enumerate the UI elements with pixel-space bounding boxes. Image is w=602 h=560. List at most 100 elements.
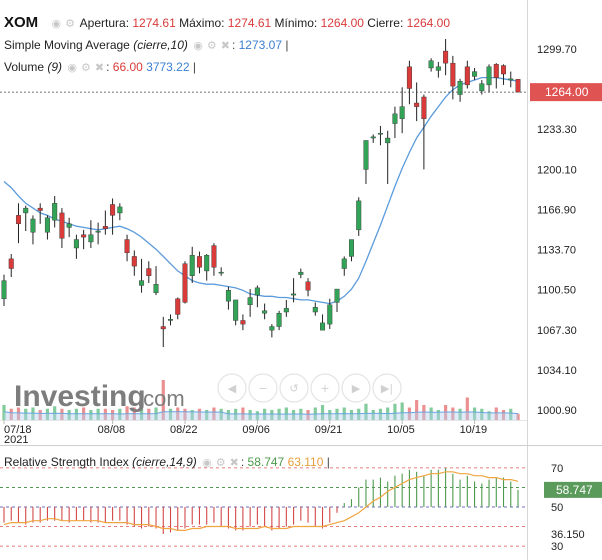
candle xyxy=(493,63,499,89)
candle xyxy=(15,203,21,244)
candle xyxy=(44,215,50,240)
close-icon[interactable]: ✖ xyxy=(220,40,230,52)
candle xyxy=(486,64,492,93)
candle xyxy=(356,197,362,236)
close-icon[interactable]: ✖ xyxy=(94,62,105,74)
zoom-in-icon[interactable]: + xyxy=(310,373,340,403)
candle xyxy=(515,79,521,93)
candle xyxy=(175,297,181,320)
candle-body xyxy=(450,62,456,87)
volume-bar xyxy=(320,405,325,420)
candle-body xyxy=(428,60,434,69)
candle-body xyxy=(117,206,123,214)
candle-body xyxy=(262,310,268,314)
gear-icon[interactable]: ⚙ xyxy=(81,62,91,74)
volume-bar xyxy=(364,403,368,420)
volume-bar xyxy=(451,407,455,420)
volume-bar xyxy=(24,408,28,420)
candle-body xyxy=(472,71,478,77)
candle xyxy=(428,58,434,72)
svg-text:−[interactable]: − xyxy=(258,382,267,395)
candle xyxy=(298,268,304,279)
eye-icon[interactable]: ◉ xyxy=(51,18,62,30)
eye-icon[interactable]: ◉ xyxy=(193,40,203,52)
volume-bar xyxy=(248,410,252,420)
candle-body xyxy=(44,217,50,233)
rsi-value-tag-label: 58.747 xyxy=(556,483,593,497)
volume-bar xyxy=(96,408,100,420)
candle xyxy=(312,302,318,316)
candle xyxy=(501,64,507,85)
candle-body xyxy=(457,81,463,95)
candle xyxy=(189,246,195,284)
volume-bar xyxy=(183,408,187,420)
candle xyxy=(124,234,130,262)
gear-icon[interactable]: ⚙ xyxy=(206,40,217,52)
candle-body xyxy=(493,64,499,78)
rsi-y-tick-label: 70 xyxy=(551,463,563,475)
zoom-reset-icon[interactable]: ↺ xyxy=(279,373,309,403)
watermark-brand: Investing xyxy=(14,380,146,413)
volume-bar xyxy=(197,408,202,420)
volume-bar xyxy=(516,413,520,420)
volume-bar xyxy=(205,410,209,420)
volume-bar xyxy=(472,407,477,420)
volume-bar xyxy=(465,397,469,420)
volume-bar xyxy=(335,408,339,420)
candle xyxy=(139,258,145,293)
rsi-signal-line xyxy=(3,471,519,532)
candle-body xyxy=(196,256,202,268)
candle xyxy=(117,203,123,221)
candle xyxy=(1,274,7,306)
candle-body xyxy=(327,304,333,325)
candle xyxy=(370,134,376,143)
candle xyxy=(443,38,449,76)
y-tick-label: 1067.30 xyxy=(537,325,577,337)
last-price-tag-label: 1264.00 xyxy=(545,85,589,99)
volume-bar xyxy=(212,407,216,420)
rsi-legend: Relative Strength Index (cierre,14,9) ◉ ⚙… xyxy=(4,455,330,469)
candle-body xyxy=(283,308,289,313)
candle-body xyxy=(291,293,297,296)
candle-body xyxy=(30,218,36,233)
candle-body xyxy=(124,239,130,254)
eye-icon[interactable]: ◉ xyxy=(67,62,77,74)
candle xyxy=(399,87,405,134)
volume-bar xyxy=(103,408,107,420)
volume-bar xyxy=(255,411,259,420)
volume-bar xyxy=(378,408,383,420)
volume-bar xyxy=(371,410,375,420)
volume-bar xyxy=(509,408,513,420)
sma-params: (cierre,10) xyxy=(133,38,188,52)
svg-text:▶|[interactable]: ▶| xyxy=(381,382,393,395)
svg-text:◀[interactable]: ◀ xyxy=(228,382,237,395)
y-tick-label: 1166.90 xyxy=(537,204,576,216)
svg-text:+[interactable]: + xyxy=(320,382,329,395)
scroll-right-icon[interactable]: ▶ xyxy=(341,373,371,403)
svg-text:▶[interactable]: ▶ xyxy=(352,382,361,395)
candle xyxy=(196,251,202,274)
candle xyxy=(348,239,354,262)
svg-text:↺[interactable]: ↺ xyxy=(289,382,298,395)
volume-bar xyxy=(487,411,491,420)
candle xyxy=(247,289,253,317)
scroll-left-icon[interactable]: ◀ xyxy=(217,373,247,403)
gear-icon[interactable]: ⚙ xyxy=(65,18,75,30)
gear-icon[interactable]: ⚙ xyxy=(215,457,226,469)
volume-value-2: 3773.22 xyxy=(146,60,190,74)
open-value: 1274.61 xyxy=(132,16,176,30)
candle-body xyxy=(501,65,507,75)
candle xyxy=(211,243,217,276)
candle xyxy=(240,314,246,331)
scroll-end-icon[interactable]: ▶| xyxy=(372,373,402,403)
candle-body xyxy=(406,66,412,89)
candle-body xyxy=(348,239,354,257)
candle-body xyxy=(88,234,94,243)
candle-body xyxy=(515,79,521,93)
candle xyxy=(37,203,43,224)
close-icon[interactable]: ✖ xyxy=(229,457,239,469)
high-value: 1274.61 xyxy=(227,16,272,30)
eye-icon[interactable]: ◉ xyxy=(202,457,212,469)
zoom-out-icon[interactable]: − xyxy=(248,373,278,403)
